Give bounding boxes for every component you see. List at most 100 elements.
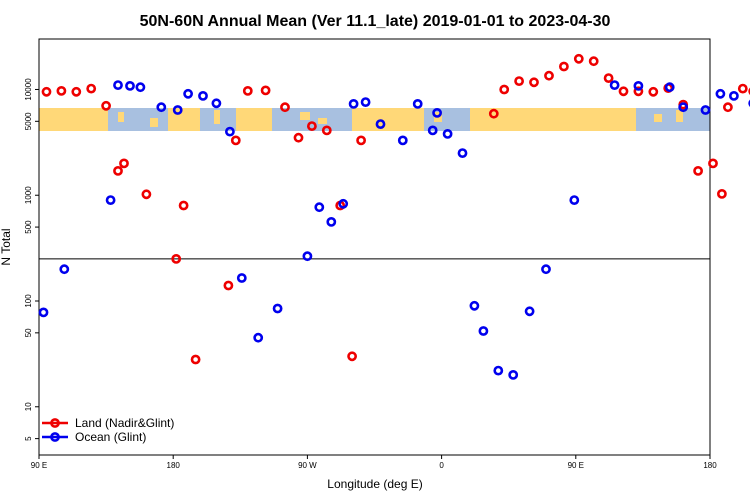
ocean-point bbox=[38, 307, 49, 318]
legend-ocean-label: Ocean (Glint) bbox=[75, 430, 146, 444]
ocean-point bbox=[729, 91, 739, 101]
ocean-point bbox=[715, 88, 726, 99]
y-tick-label: 1000 bbox=[24, 186, 33, 204]
land-point bbox=[230, 135, 241, 146]
ocean-point bbox=[678, 102, 689, 113]
ocean-point bbox=[314, 202, 325, 213]
land-point bbox=[529, 77, 539, 88]
ocean-point bbox=[113, 80, 123, 90]
map-strip-land-bit bbox=[150, 118, 158, 127]
ocean-point bbox=[541, 264, 551, 275]
land-point bbox=[356, 135, 366, 146]
ocean-point bbox=[211, 98, 222, 109]
ocean-point bbox=[105, 195, 116, 205]
ocean-point bbox=[348, 99, 359, 109]
chart-title: 50N-60N Annual Mean (Ver 11.1_late) 2019… bbox=[140, 13, 611, 30]
data-points bbox=[38, 53, 750, 380]
land-point bbox=[223, 280, 234, 291]
ocean-point bbox=[524, 306, 535, 317]
land-point bbox=[141, 189, 152, 200]
map-strip-land-bit bbox=[214, 110, 220, 124]
land-point bbox=[618, 86, 629, 97]
land-point bbox=[633, 86, 644, 97]
land-point bbox=[717, 188, 727, 199]
x-tick-label: 90 E bbox=[31, 461, 47, 470]
y-tick-label: 50 bbox=[24, 328, 33, 337]
y-tick-label: 10 bbox=[24, 402, 33, 411]
ocean-point bbox=[469, 300, 480, 311]
land-point bbox=[347, 351, 357, 362]
ocean-point bbox=[427, 125, 438, 136]
ocean-point bbox=[412, 99, 423, 109]
map-strip-ocean bbox=[272, 108, 352, 131]
ocean-point bbox=[609, 80, 620, 90]
ocean-point bbox=[125, 81, 135, 91]
land-point bbox=[171, 253, 182, 264]
legend-ocean-marker bbox=[50, 432, 60, 442]
ocean-point bbox=[375, 119, 386, 129]
ocean-point bbox=[508, 369, 519, 380]
ocean-point bbox=[478, 326, 489, 336]
map-strip-land-bit bbox=[654, 114, 662, 122]
y-axis: 5 10 50 100 500 1000 5000 10000 bbox=[24, 78, 39, 441]
x-axis-label: Longitude (deg E) bbox=[327, 477, 422, 491]
land-point bbox=[573, 53, 584, 64]
ocean-point bbox=[700, 105, 711, 115]
ocean-point bbox=[338, 198, 349, 209]
x-tick-label: 90 W bbox=[298, 461, 317, 470]
ocean-point bbox=[457, 148, 468, 158]
x-tick-label: 0 bbox=[439, 461, 444, 470]
land-point bbox=[178, 200, 189, 211]
land-point bbox=[499, 84, 510, 95]
land-point bbox=[41, 86, 52, 97]
ocean-point bbox=[236, 273, 247, 283]
land-point bbox=[71, 86, 82, 97]
land-point bbox=[544, 70, 554, 81]
land-point bbox=[603, 73, 614, 83]
x-tick-label: 90 E bbox=[568, 461, 584, 470]
ocean-point bbox=[302, 251, 313, 262]
y-tick-label: 100 bbox=[24, 294, 33, 308]
y-axis-label: N Total bbox=[0, 228, 13, 265]
ocean-point bbox=[326, 216, 337, 227]
land-point bbox=[321, 125, 332, 136]
y-tick-label: 10000 bbox=[24, 78, 33, 101]
land-point bbox=[648, 86, 659, 97]
land-point bbox=[588, 56, 599, 67]
legend-land-marker bbox=[50, 418, 60, 428]
land-point bbox=[113, 165, 123, 176]
land-point bbox=[559, 61, 569, 72]
land-point bbox=[280, 102, 290, 113]
land-point bbox=[119, 158, 129, 169]
land-point bbox=[293, 132, 304, 143]
ocean-point bbox=[569, 195, 580, 205]
land-point bbox=[190, 354, 201, 365]
map-strip-land-bit bbox=[676, 110, 683, 122]
ocean-point bbox=[253, 332, 264, 343]
series-land bbox=[41, 53, 750, 365]
map-strip-land-bit bbox=[118, 112, 124, 122]
ocean-point bbox=[59, 264, 70, 275]
legend: Land (Nadir&Glint) Ocean (Glint) bbox=[42, 416, 174, 444]
land-point bbox=[693, 165, 703, 176]
x-tick-label: 180 bbox=[703, 461, 717, 470]
y-tick-label: 500 bbox=[24, 220, 33, 234]
map-strip-land-bit bbox=[300, 112, 310, 120]
ocean-point bbox=[156, 102, 167, 113]
land-point bbox=[242, 86, 253, 96]
ocean-point bbox=[493, 365, 504, 376]
y-tick-label: 5000 bbox=[24, 112, 33, 130]
land-point bbox=[306, 121, 317, 131]
world-map-strip bbox=[39, 108, 710, 131]
land-point bbox=[723, 102, 733, 113]
land-point bbox=[101, 100, 111, 111]
land-point bbox=[708, 158, 718, 169]
ocean-point bbox=[272, 303, 283, 314]
x-tick-label: 180 bbox=[167, 461, 181, 470]
x-axis: 90 E 180 90 W 0 90 E 180 bbox=[31, 455, 717, 470]
land-point bbox=[737, 83, 748, 94]
ocean-point bbox=[198, 91, 208, 101]
ocean-point bbox=[442, 128, 453, 139]
ocean-point bbox=[183, 88, 193, 99]
y-tick-label: 5 bbox=[24, 436, 33, 441]
